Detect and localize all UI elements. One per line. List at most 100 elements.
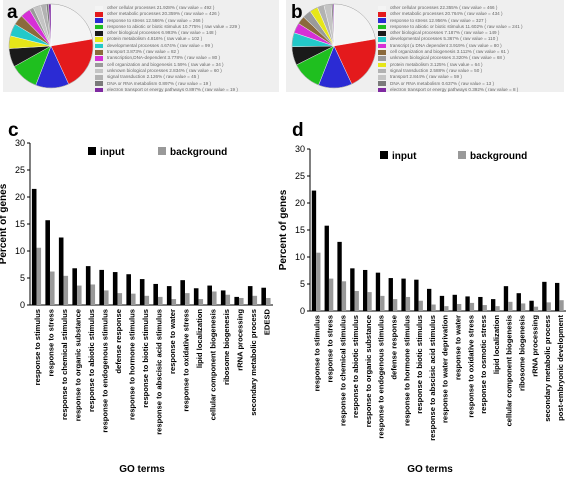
legend-label-input: input: [392, 151, 417, 162]
legend-label: transcription,DNA-dependent 3.778% ( raw…: [107, 55, 220, 61]
legend-entry: DNA or RNA metabolism 0.637% ( raw value…: [378, 81, 523, 87]
legend-entry: other biological processes 7.187% ( raw …: [378, 30, 523, 36]
bar-input: [542, 281, 547, 311]
bar-input: [99, 269, 104, 305]
legend-swatch-input: [380, 151, 388, 159]
category-label: response to chemical stimulus: [338, 315, 347, 426]
bar-input: [516, 293, 521, 311]
legend-entry: protein metabolism 4.816% ( raw value = …: [95, 36, 240, 42]
bar-input: [362, 269, 368, 311]
bar-background: [469, 302, 475, 311]
bar-input: [337, 241, 342, 311]
legend-label: transport 3.873% ( raw value = 82 ): [107, 49, 179, 55]
panel-letter-b: b: [291, 2, 303, 23]
bar-input: [324, 225, 329, 311]
bar-input: [45, 220, 50, 305]
legend-swatch: [378, 37, 386, 42]
legend-entry: response to stress 12.566% ( raw value =…: [95, 18, 240, 24]
category-label: post-embryonic development: [556, 315, 565, 421]
bar-background: [36, 247, 42, 305]
bar-background: [117, 293, 123, 305]
bar-background: [546, 302, 551, 311]
bar-background: [444, 306, 449, 311]
legend-swatch: [378, 49, 386, 55]
category-label: response to abscisic acid stimulus: [428, 315, 437, 441]
bar-input: [311, 190, 317, 311]
bar-background: [508, 301, 513, 311]
bar-input: [153, 283, 158, 305]
legend-swatch: [378, 5, 386, 11]
legend-swatch: [95, 75, 103, 80]
legend-swatch: [378, 56, 386, 61]
legend-entry: electron transport or energy pathways 0.…: [95, 87, 240, 93]
bar-background: [144, 295, 150, 305]
legend-swatch: [95, 87, 103, 93]
category-label: rRNA processing: [236, 309, 245, 371]
legend-swatch: [378, 24, 386, 30]
y-tick-label: 30: [15, 138, 25, 148]
bar-background: [328, 278, 334, 311]
bar-input: [554, 282, 560, 311]
category-label: response to water: [168, 309, 177, 374]
category-label: secondary metabolic process: [543, 315, 552, 422]
legend-label: DNA or RNA metabolism 0.637% ( raw value…: [390, 80, 495, 86]
pie-legend-b: other cellular processes 22.355% ( raw v…: [378, 5, 523, 93]
pie-outline: [291, 3, 377, 89]
y-tick-label: 30: [295, 144, 305, 154]
category-label: response to biotic stimulus: [415, 315, 424, 414]
legend-swatch: [95, 18, 103, 24]
bar-background: [533, 306, 539, 311]
bar-background: [76, 285, 82, 305]
legend-swatch: [95, 24, 103, 30]
bar-input: [72, 268, 77, 305]
bar-background: [252, 295, 258, 305]
legend-swatch: [95, 68, 103, 74]
legend-label: other metabolic processes 20.764% ( raw …: [390, 11, 503, 17]
pie-panel-b: other cellular processes 22.355% ( raw v…: [286, 0, 564, 93]
y-tick-label: 0: [20, 300, 25, 310]
category-label: response to stress: [47, 309, 56, 377]
bar-background: [316, 252, 321, 311]
y-tick-label: 15: [295, 225, 305, 235]
bar-background: [63, 275, 69, 305]
y-tick-label: 10: [295, 252, 305, 262]
legend-entry: protein metabolism 3.125% ( raw value = …: [378, 62, 523, 68]
legend-entry: DNA or RNA metabolism 0.897% ( raw value…: [95, 81, 240, 87]
legend-label: DNA or RNA metabolism 0.897% ( raw value…: [107, 80, 212, 86]
legend-label: other metabolic processes 20.359% ( raw …: [107, 11, 220, 17]
legend-label: transport 2.844% ( raw value = 59 ): [390, 74, 462, 80]
bar-background: [211, 291, 217, 305]
bar-input: [207, 285, 212, 305]
category-label: response to oxidative stress: [466, 315, 475, 418]
legend-label: transcript (u DNA dependent 3.919% ( raw…: [390, 42, 502, 48]
y-tick-label: 10: [15, 246, 25, 256]
bar-input: [439, 295, 445, 311]
bar-background: [171, 299, 177, 305]
y-tick-label: 25: [15, 165, 25, 175]
legend-entry: other metabolic processes 20.359% ( raw …: [95, 11, 240, 17]
category-label: EDESD: [263, 308, 272, 335]
bar-input: [126, 274, 131, 305]
bar-background: [157, 296, 163, 305]
category-label: ribosome biogenesis: [517, 315, 526, 391]
bar-background: [367, 292, 372, 311]
category-label: cellular component biogenesis: [209, 309, 218, 420]
legend-swatch-input: [88, 147, 96, 155]
bar-input: [85, 266, 91, 305]
legend-label: signal transduction 2.126% ( raw value =…: [107, 74, 200, 80]
legend-label-background: background: [470, 151, 527, 162]
legend-label: signal transduction 2.588% ( raw value =…: [390, 67, 483, 73]
bar-background: [392, 299, 398, 311]
legend-entry: cell organization and biogenesis 1.59% (…: [95, 62, 240, 68]
legend-entry: other cellular processes 21.928% ( raw v…: [95, 5, 240, 11]
pie-chart-b: [291, 3, 377, 89]
bar-background: [418, 300, 423, 311]
bar-background: [341, 281, 347, 311]
pie-chart-a: [8, 3, 94, 89]
bar-background: [405, 296, 411, 311]
bar-background: [380, 295, 385, 311]
legend-entry: cell organization and biogenesis 3.112% …: [378, 49, 523, 55]
legend-swatch: [95, 56, 103, 61]
